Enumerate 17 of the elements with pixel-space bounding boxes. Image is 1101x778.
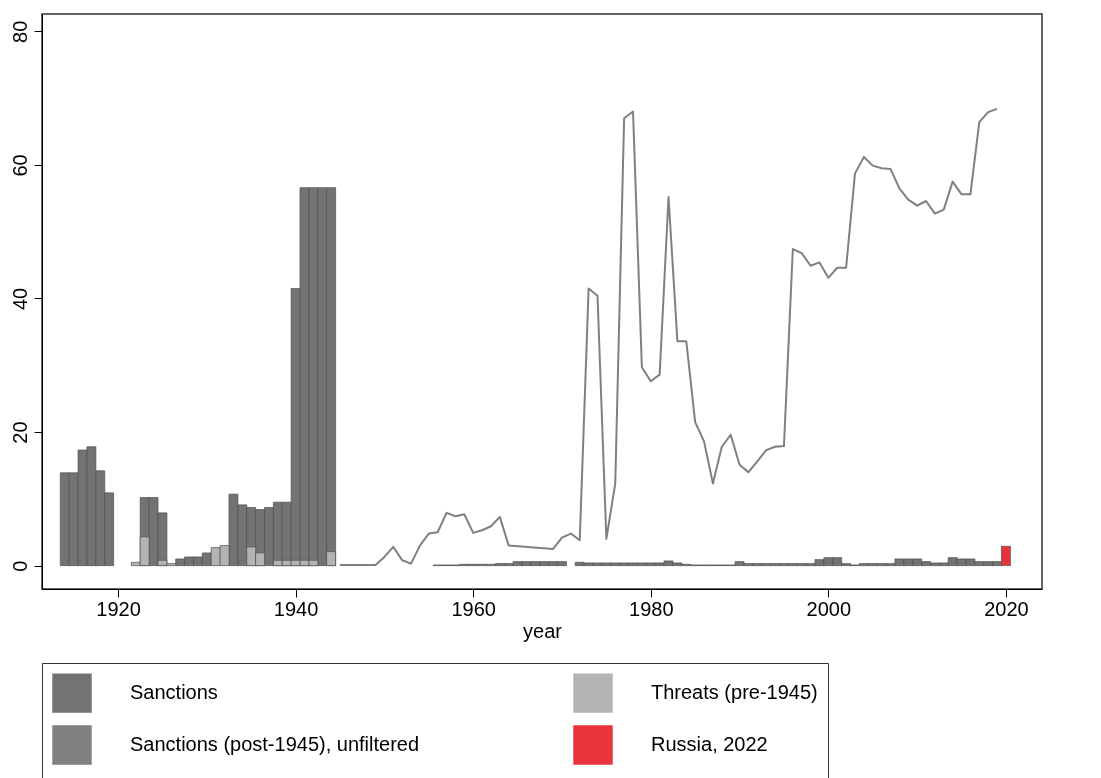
x-axis-title: year [523, 619, 563, 642]
y-tick-label: 60 [8, 154, 31, 177]
x-tick-label: 2000 [806, 597, 852, 620]
x-tick-label: 1940 [273, 597, 319, 620]
x-tick-label: 1980 [629, 597, 674, 620]
legend-label: Russia, 2022 [651, 733, 768, 755]
line-series [339, 107, 999, 566]
x-tick-label: 1960 [451, 597, 496, 620]
y-tick-label: 20 [8, 421, 31, 444]
y-tick-label: 40 [8, 287, 31, 311]
y-tick-label: 80 [8, 20, 31, 43]
legend-label: Threats (pre-1945) [651, 681, 818, 704]
x-tick-label: 1920 [96, 597, 141, 620]
x-tick-label: 2020 [984, 597, 1029, 620]
legend-label: Sanctions (post-1945), unfiltered [130, 733, 420, 755]
legend-label: Sanctions [130, 681, 218, 704]
y-tick-label: 0 [8, 560, 31, 572]
